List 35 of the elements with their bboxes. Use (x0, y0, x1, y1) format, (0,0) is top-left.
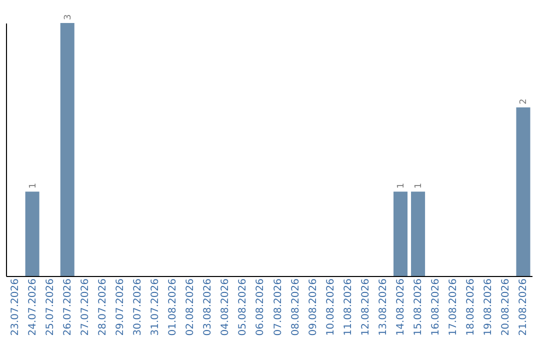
x-tick-label: 05.08.2026 (238, 278, 249, 336)
x-tick-label: 23.07.2026 (10, 278, 21, 336)
x-tick-label: 27.07.2026 (80, 278, 91, 336)
x-tick-label: 09.08.2026 (308, 278, 319, 336)
data-label: 1 (396, 182, 406, 189)
x-tick-label: 10.08.2026 (325, 278, 336, 336)
x-tick-label: 24.07.2026 (27, 278, 38, 336)
x-tick-label: 08.08.2026 (290, 278, 302, 336)
x-tick-label: 26.07.2026 (62, 278, 74, 336)
x-tick-label: 29.07.2026 (114, 278, 126, 336)
data-label: 3 (63, 14, 74, 20)
x-tick-label: 18.08.2026 (466, 278, 477, 336)
x-tick-label: 21.08.2026 (518, 278, 530, 336)
x-tick-label: 25.07.2026 (44, 278, 56, 336)
x-tick-label: 02.08.2026 (185, 278, 196, 336)
x-tick-label: 07.08.2026 (272, 278, 284, 336)
x-tick-label: 17.08.2026 (448, 278, 460, 336)
x-tick-label: 31.07.2026 (150, 278, 162, 336)
x-tick-label: 13.08.2026 (378, 278, 389, 336)
x-tick-label: 03.08.2026 (202, 278, 214, 336)
x-tick-label: 12.08.2026 (360, 278, 372, 336)
x-tick-label: 11.08.2026 (342, 278, 354, 336)
x-tick-label: 28.07.2026 (97, 278, 108, 336)
x-tick-label: 06.08.2026 (255, 278, 266, 336)
x-tick-label: 30.07.2026 (132, 278, 144, 336)
x-tick-label: 14.08.2026 (396, 278, 406, 336)
data-label: 1 (28, 182, 38, 189)
x-tick-label: 15.08.2026 (413, 278, 424, 336)
x-tick-label: 04.08.2026 (220, 278, 232, 336)
x-tick-label: 01.08.2026 (168, 278, 179, 336)
x-tick-label: 16.08.2026 (430, 278, 442, 336)
data-label: 2 (519, 98, 530, 104)
x-tick-label: 20.08.2026 (500, 278, 512, 336)
x-tick-label: 19.08.2026 (483, 278, 494, 336)
data-label: 1 (414, 182, 424, 189)
